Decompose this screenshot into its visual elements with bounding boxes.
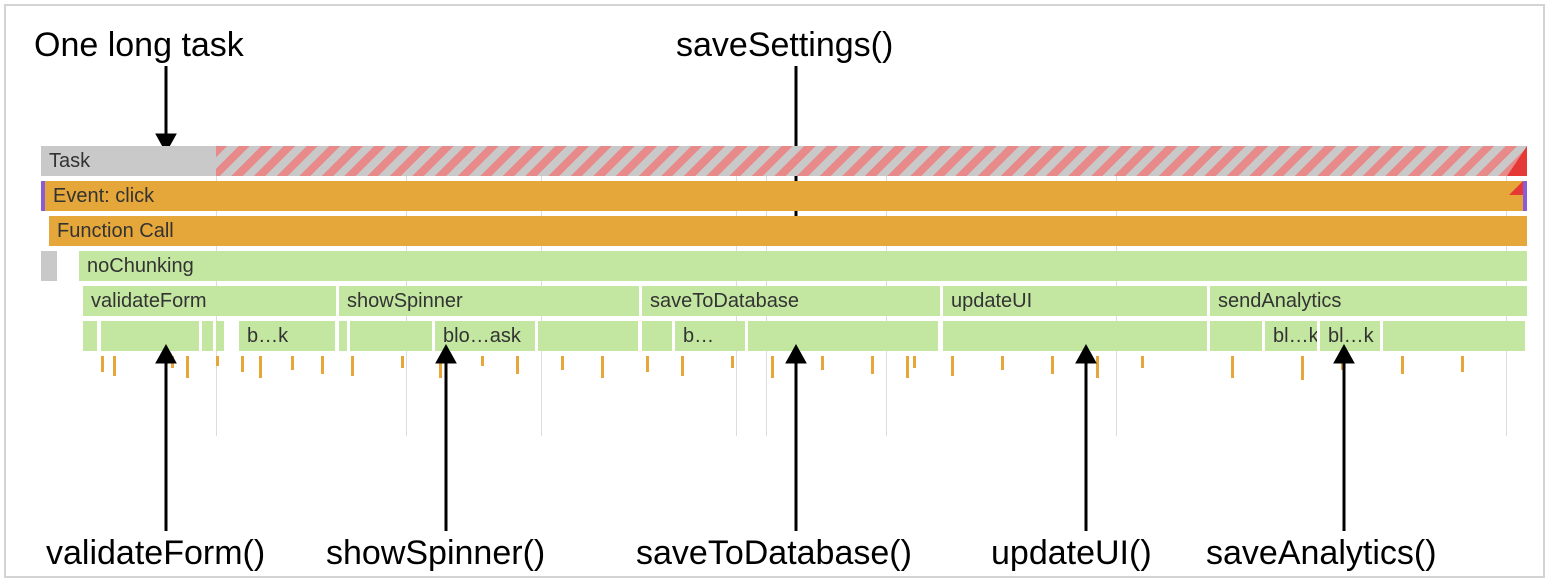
task-long-bar[interactable] <box>216 146 1527 176</box>
annotation-updateui: updateUI() <box>991 534 1152 573</box>
segment-bar[interactable] <box>642 321 672 351</box>
tick-mark <box>259 356 262 378</box>
annotation-save-settings: saveSettings() <box>676 26 893 65</box>
arrow-down-icon <box>146 66 186 156</box>
diagram-frame: One long task saveSettings() Task Even <box>4 4 1545 578</box>
task-row: Task <box>41 146 1527 176</box>
segment-bar[interactable] <box>538 321 638 351</box>
segment-bar[interactable] <box>1210 321 1262 351</box>
tick-mark <box>821 356 824 370</box>
nochunking-label: noChunking <box>87 255 194 278</box>
arrow-up-icon <box>146 341 186 531</box>
showspinner-bar[interactable]: showSpinner <box>339 286 639 316</box>
tick-mark <box>481 356 484 366</box>
tick-mark <box>561 356 564 370</box>
warning-triangle-icon <box>1509 181 1523 195</box>
segment-bar[interactable] <box>202 321 213 351</box>
tick-mark <box>601 356 604 378</box>
purple-edge-right <box>1523 181 1527 211</box>
tick-mark <box>241 356 244 372</box>
task-bar[interactable]: Task <box>41 146 216 176</box>
tick-mark <box>906 356 909 378</box>
segment-bar[interactable] <box>83 321 97 351</box>
bar-label: sendAnalytics <box>1218 290 1341 313</box>
arrow-up-icon <box>776 341 816 531</box>
bar-label: b… <box>683 325 714 348</box>
event-label: Event: click <box>53 185 154 208</box>
annotation-saveanalytics: saveAnalytics() <box>1206 534 1437 573</box>
tick-mark <box>1141 356 1144 368</box>
tick-mark <box>913 356 916 368</box>
arrow-up-icon <box>1324 341 1364 531</box>
function-call-label: Function Call <box>57 220 174 243</box>
grey-stub-bar[interactable] <box>41 251 57 281</box>
tick-mark <box>1301 356 1304 380</box>
tick-mark <box>1401 356 1404 374</box>
tick-mark <box>113 356 116 376</box>
bar-label: saveToDatabase <box>650 290 799 313</box>
segment-bar[interactable]: b…k <box>239 321 335 351</box>
tick-mark <box>1001 356 1004 370</box>
segment-bar[interactable]: bl…k <box>1265 321 1317 351</box>
tick-mark <box>291 356 294 370</box>
event-click-bar[interactable]: Event: click <box>45 181 1523 211</box>
tick-mark <box>951 356 954 376</box>
tick-mark <box>1051 356 1054 374</box>
tick-mark <box>731 356 734 368</box>
bar-label: updateUI <box>951 290 1032 313</box>
tick-mark <box>101 356 104 372</box>
tick-mark <box>681 356 684 376</box>
tick-mark <box>1231 356 1234 378</box>
tick-mark <box>186 356 189 378</box>
event-row: Event: click <box>41 181 1527 211</box>
savetodatabase-bar[interactable]: saveToDatabase <box>642 286 940 316</box>
tick-mark <box>216 356 219 366</box>
annotation-one-long-task: One long task <box>34 26 244 65</box>
bar-label: b…k <box>247 325 288 348</box>
segment-bar[interactable] <box>1383 321 1525 351</box>
validateform-bar[interactable]: validateForm <box>83 286 336 316</box>
children-row: validateForm showSpinner saveToDatabase … <box>41 286 1527 316</box>
annotation-validateform: validateForm() <box>46 534 265 573</box>
function-call-bar[interactable]: Function Call <box>49 216 1527 246</box>
nochunking-bar[interactable]: noChunking <box>79 251 1527 281</box>
segment-bar[interactable] <box>339 321 347 351</box>
function-call-row: Function Call <box>41 216 1527 246</box>
bar-label: showSpinner <box>347 290 463 313</box>
nochunking-row: noChunking <box>41 251 1527 281</box>
tick-mark <box>516 356 519 374</box>
tick-mark <box>771 356 774 378</box>
segment-bar[interactable] <box>350 321 432 351</box>
bar-label: validateForm <box>91 290 207 313</box>
arrow-up-icon <box>426 341 466 531</box>
arrow-up-icon <box>1066 341 1106 531</box>
tick-mark <box>1461 356 1464 372</box>
tick-mark <box>401 356 404 368</box>
segment-bar[interactable]: b… <box>675 321 745 351</box>
tick-mark <box>351 356 354 376</box>
annotation-showspinner: showSpinner() <box>326 534 545 573</box>
bar-label: bl…k <box>1273 325 1317 348</box>
tick-mark <box>321 356 324 374</box>
task-label: Task <box>49 150 90 173</box>
sendanalytics-bar[interactable]: sendAnalytics <box>1210 286 1527 316</box>
warning-triangle-icon <box>1507 146 1527 176</box>
tick-mark <box>871 356 874 374</box>
updateui-bar[interactable]: updateUI <box>943 286 1207 316</box>
tick-mark <box>646 356 649 372</box>
segment-bar[interactable] <box>216 321 224 351</box>
annotation-savetodatabase: saveToDatabase() <box>636 534 912 573</box>
